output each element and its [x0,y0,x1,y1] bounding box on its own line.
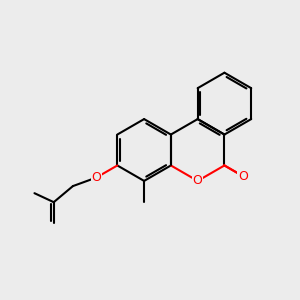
Text: O: O [92,171,101,184]
Text: O: O [238,169,248,183]
Text: O: O [193,174,202,188]
